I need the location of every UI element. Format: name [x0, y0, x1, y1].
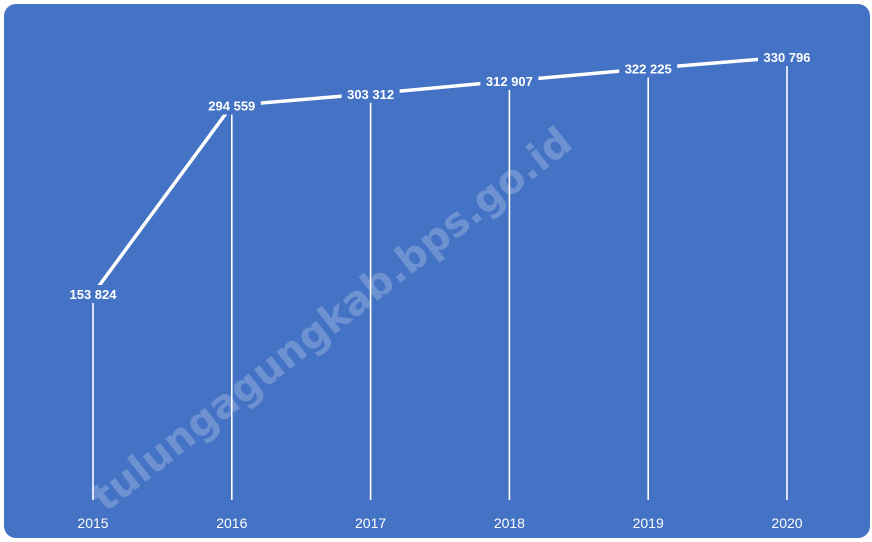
x-tick-label-2016: 2016	[216, 515, 247, 531]
data-labels: 153 824 294 559 303 312 312 907 322 225 330 7…	[64, 48, 816, 303]
data-label-bg-2018	[480, 71, 539, 90]
data-label-bg-2017	[341, 84, 400, 103]
x-tick-label-2020: 2020	[771, 515, 802, 531]
data-label-bg-2019	[619, 59, 678, 78]
watermark-text: tulungagungkab.bps.go.id	[83, 118, 581, 521]
data-label-2020: 330 796	[764, 50, 811, 65]
data-label-2017: 303 312	[347, 87, 394, 102]
data-label-bg-2020	[758, 48, 816, 66]
x-tick-label-2018: 2018	[494, 515, 525, 531]
data-label-2016: 294 559	[208, 99, 255, 114]
drop-lines	[92, 57, 788, 500]
data-label-2018: 312 907	[486, 74, 533, 89]
data-label-2015: 153 824	[70, 287, 118, 302]
x-tick-label-2019: 2019	[633, 515, 664, 531]
data-label-2019: 322 225	[625, 61, 672, 76]
data-label-bg-2015	[64, 284, 122, 303]
chart-panel	[4, 4, 870, 538]
x-tick-label-2015: 2015	[77, 515, 108, 531]
x-axis-ticks: 2015 2016 2017 2018 2019 2020	[77, 515, 802, 531]
data-label-bg-2016	[202, 96, 261, 115]
x-tick-label-2017: 2017	[355, 515, 386, 531]
